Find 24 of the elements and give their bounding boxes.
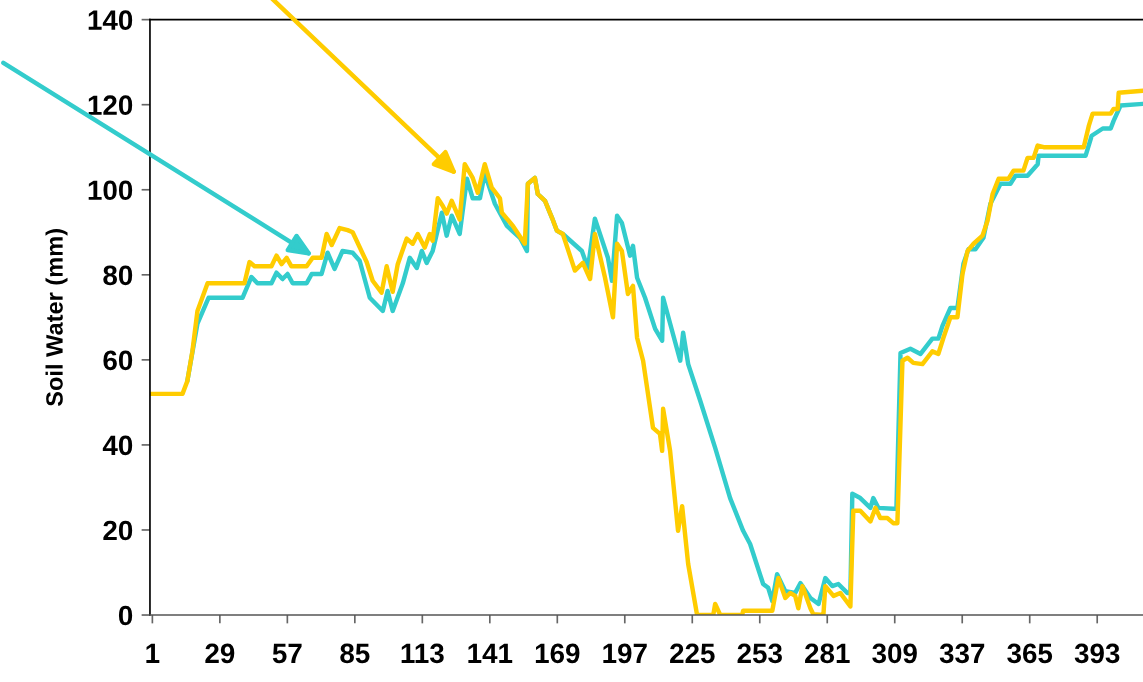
y-tick-label: 80 [103, 265, 133, 286]
y-tick-label: 0 [118, 605, 133, 626]
x-tick-label: 169 [535, 643, 580, 664]
x-tick-label: 337 [939, 643, 985, 664]
x-tick-label: 365 [1007, 643, 1053, 664]
x-tick-label: 57 [272, 643, 302, 664]
x-tick-label: 253 [737, 643, 782, 664]
x-tick-label: 225 [670, 643, 715, 664]
y-tick-label: 40 [102, 435, 133, 456]
x-tick-label: 281 [805, 643, 850, 664]
y-tick-label: 60 [103, 350, 133, 371]
x-tick-label: 309 [872, 643, 917, 664]
x-tick-label: 1 [146, 643, 160, 663]
x-tick-label: 85 [340, 643, 370, 664]
x-tick-label: 197 [603, 643, 647, 664]
y-axis-title: Soil Water (mm) [45, 229, 68, 407]
x-tick-label: 393 [1074, 643, 1120, 664]
y-tick-label: 140 [88, 10, 133, 30]
y-tick-label: 120 [88, 95, 133, 116]
x-tick-label: 113 [401, 643, 444, 664]
x-tick-label: 141 [468, 643, 513, 663]
x-tick-label: 29 [205, 643, 235, 664]
y-tick-label: 20 [103, 520, 133, 541]
y-tick-label: 100 [88, 180, 133, 201]
